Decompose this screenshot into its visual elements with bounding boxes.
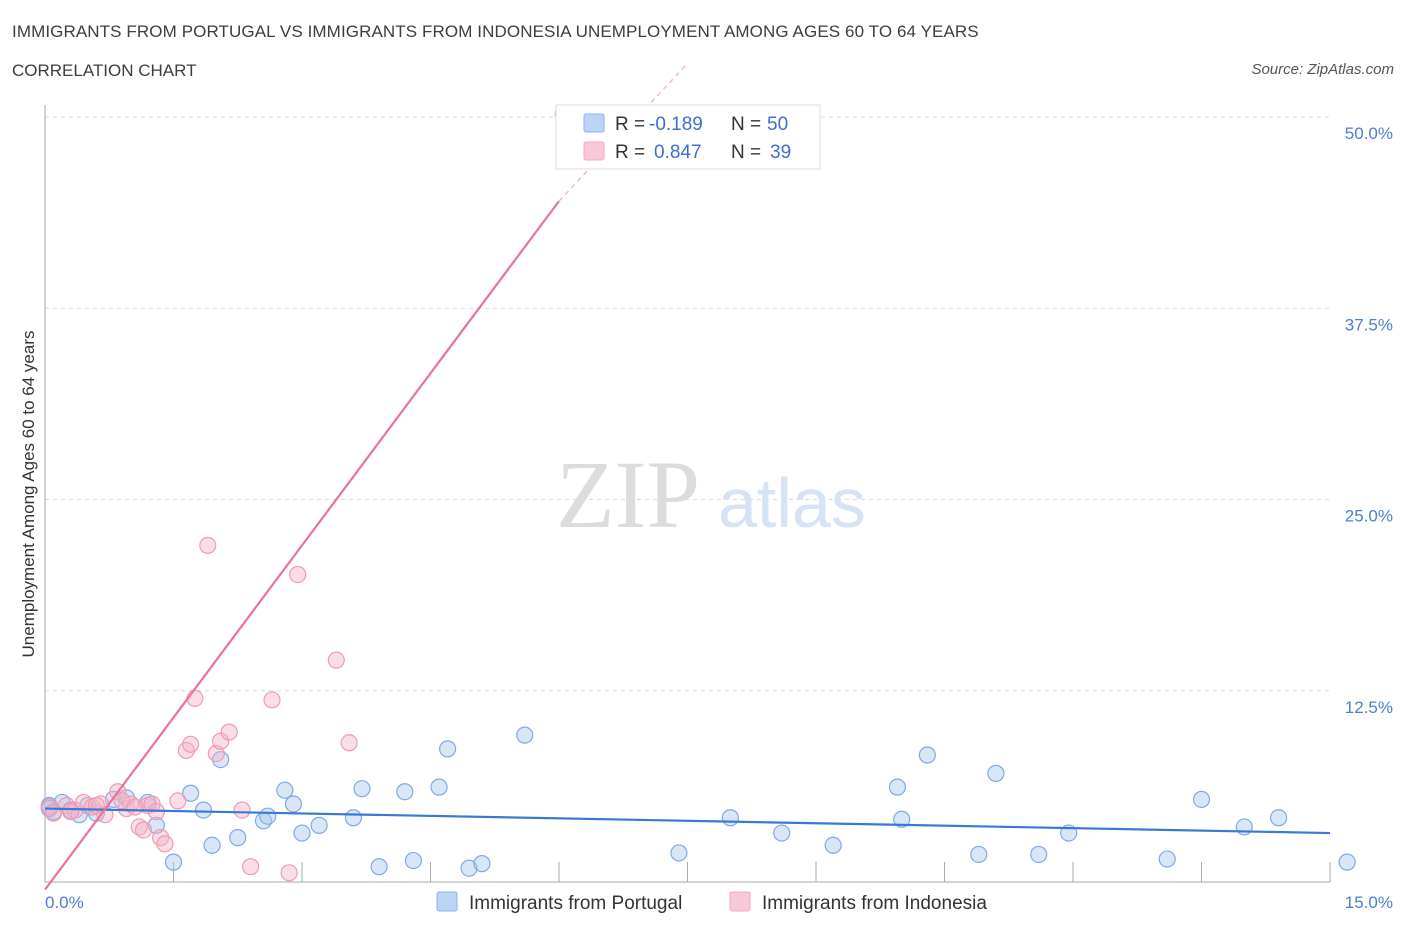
axes (44, 105, 1331, 883)
point-portugal (229, 829, 247, 847)
trend-line-portugal (44, 807, 1331, 835)
legend-indonesia-n-value: 39 (770, 142, 791, 163)
chart-title: IMMIGRANTS FROM PORTUGAL VS IMMIGRANTS F… (12, 22, 979, 41)
legend-portugal-swatch (583, 113, 605, 133)
y-tick-label: 50.0% (1345, 124, 1393, 143)
point-portugal (773, 824, 791, 842)
point-portugal (310, 816, 328, 834)
legend-indonesia-r-value: 0.847 (654, 142, 702, 163)
point-portugal (276, 781, 294, 799)
legend-portugal-n-label: N = (731, 114, 761, 135)
bottom-legend-portugal-label: Immigrants from Portugal (469, 893, 682, 914)
point-indonesia (186, 689, 204, 708)
series-portugal-points (40, 726, 1356, 877)
point-indonesia (327, 651, 345, 669)
x-tick-label: 0.0% (45, 893, 84, 912)
point-indonesia (233, 801, 251, 819)
point-portugal (888, 778, 906, 796)
point-portugal (1269, 809, 1288, 827)
x-tick-label: 15.0% (1345, 893, 1393, 912)
point-portugal (918, 746, 936, 764)
point-portugal (1338, 853, 1356, 871)
legend-portugal-n-value: 50 (767, 114, 788, 135)
point-indonesia (182, 735, 200, 753)
source-label: Source: ZipAtlas.com (1251, 61, 1394, 78)
point-indonesia (62, 803, 80, 821)
watermark-atlas: atlas (718, 464, 866, 542)
point-indonesia (134, 821, 153, 839)
watermark-zip: ZIP (556, 441, 700, 548)
legend-portugal-r-value: -0.189 (649, 114, 703, 135)
point-indonesia (340, 734, 358, 752)
chart-subtitle: CORRELATION CHART (12, 61, 197, 80)
legend-indonesia-r-label: R = (615, 142, 645, 163)
point-portugal (473, 855, 491, 873)
point-indonesia (220, 723, 238, 741)
point-portugal (516, 726, 534, 744)
y-tick-label: 25.0% (1345, 507, 1393, 526)
point-portugal (439, 740, 457, 758)
grid-lines (45, 116, 1330, 692)
point-portugal (893, 810, 911, 828)
point-portugal (824, 836, 842, 854)
bottom-legend-indonesia-swatch (729, 891, 751, 912)
point-indonesia (242, 858, 260, 876)
point-portugal (164, 853, 183, 871)
point-portugal (370, 858, 388, 876)
point-portugal (353, 780, 371, 798)
y-tick-label: 37.5% (1345, 315, 1393, 334)
point-indonesia (199, 536, 217, 555)
point-portugal (970, 845, 988, 864)
point-portugal (430, 778, 448, 796)
legend-portugal-r-label: R = (615, 114, 645, 135)
legend-indonesia-n-label: N = (731, 142, 761, 163)
point-portugal (460, 859, 478, 877)
y-axis-label: Unemployment Among Ages 60 to 64 years (19, 331, 38, 658)
series-indonesia-points (40, 105, 637, 882)
legend-box: R = -0.189 N = 50 R = 0.847 N = 39 (555, 104, 821, 170)
point-portugal (344, 809, 362, 827)
x-tick-labels: 0.0% 15.0% (45, 893, 1393, 912)
point-indonesia (212, 732, 230, 750)
trend-line-indonesia (44, 200, 560, 891)
point-portugal (1158, 850, 1176, 868)
point-portugal (194, 801, 213, 819)
legend-indonesia-swatch (583, 141, 605, 161)
point-indonesia (87, 796, 106, 815)
point-portugal (203, 836, 221, 854)
point-portugal (293, 824, 311, 842)
point-portugal (1030, 845, 1048, 864)
point-indonesia (169, 792, 187, 810)
point-portugal (396, 783, 414, 801)
point-portugal (987, 764, 1005, 782)
bottom-legend-indonesia-label: Immigrants from Indonesia (762, 893, 987, 914)
point-portugal (259, 807, 277, 825)
bottom-legend-portugal-swatch (436, 891, 458, 912)
point-portugal (721, 809, 739, 827)
point-indonesia (156, 835, 174, 853)
point-portugal (182, 784, 200, 802)
point-indonesia (74, 793, 93, 812)
y-tick-label: 12.5% (1345, 698, 1393, 717)
point-portugal (284, 795, 303, 813)
point-indonesia (126, 798, 144, 816)
point-indonesia (289, 565, 307, 584)
point-portugal (1192, 790, 1211, 808)
y-tick-labels: 12.5% 25.0% 37.5% 50.0% (1345, 124, 1393, 717)
point-portugal (670, 844, 688, 862)
point-indonesia (280, 864, 298, 882)
point-indonesia (263, 691, 281, 709)
watermark: ZIP atlas (556, 441, 866, 548)
point-portugal (404, 851, 422, 870)
bottom-legend: Immigrants from Portugal Immigrants from… (436, 891, 987, 914)
